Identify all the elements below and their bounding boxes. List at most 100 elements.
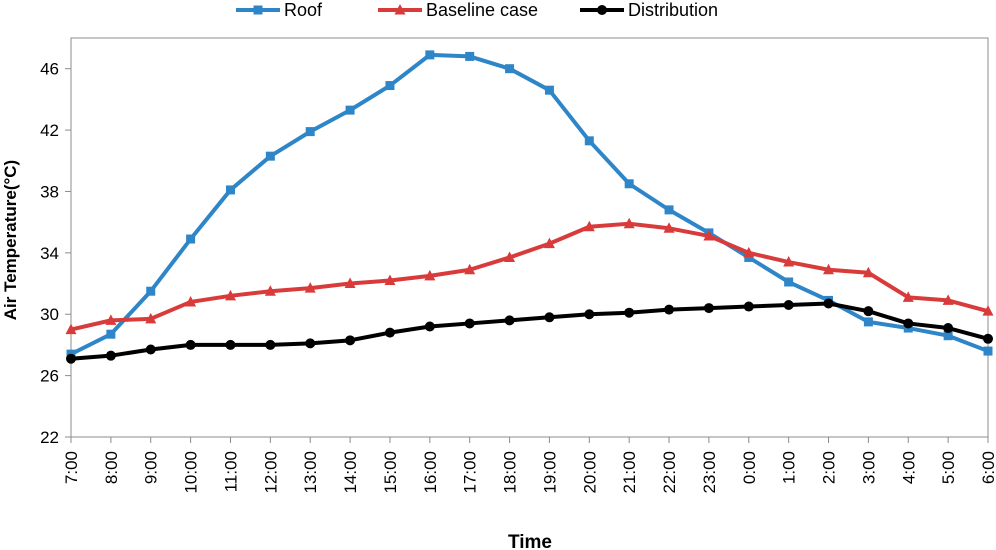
data-point (983, 333, 993, 344)
y-tick-label: 22 (40, 428, 59, 447)
y-axis-label: Air Temperature(°C) (1, 160, 20, 320)
x-tick-label: 9:00 (142, 451, 161, 484)
data-point (823, 298, 834, 309)
data-point (504, 251, 516, 262)
x-tick-label: 5:00 (939, 451, 958, 484)
data-point (862, 266, 874, 278)
data-point (65, 323, 77, 335)
x-tick-label: 12:00 (261, 451, 280, 494)
data-point (185, 339, 196, 350)
legend-label: Baseline case (426, 0, 538, 20)
data-point (703, 229, 715, 241)
x-axis: 7:00 8:00 9:00 10:00 11:00 12:00 13:00 14:00 15:… (62, 437, 996, 494)
y-axis: 22 26 30 34 38 42 46 (40, 60, 71, 447)
data-point (464, 263, 476, 275)
plot-border (70, 37, 989, 438)
x-tick-label: 19:00 (540, 451, 559, 494)
data-point (543, 237, 555, 249)
data-point (424, 269, 436, 281)
legend-item: Distribution (580, 0, 718, 20)
data-point (943, 331, 953, 341)
data-point (464, 318, 475, 329)
data-point (863, 317, 873, 327)
y-tick-label: 46 (40, 60, 59, 79)
series-line (70, 221, 989, 332)
data-point (584, 136, 594, 146)
plot-frame (70, 37, 989, 438)
legend-swatch-marker (394, 4, 406, 15)
y-tick-label: 38 (40, 182, 59, 201)
data-point (783, 256, 795, 267)
legend-item: Roof (236, 0, 323, 20)
x-tick-label: 18:00 (501, 451, 520, 494)
data-point (943, 323, 954, 334)
y-tick-label: 26 (40, 367, 59, 386)
y-tick-label: 42 (40, 121, 59, 140)
x-tick-label: 17:00 (461, 451, 480, 494)
data-point (784, 277, 794, 287)
data-point (505, 64, 515, 74)
x-tick-label: 6:00 (979, 451, 996, 484)
data-point (623, 217, 635, 229)
x-tick-label: 21:00 (620, 451, 639, 494)
data-point (903, 318, 914, 329)
data-point (982, 305, 994, 316)
data-point (744, 252, 754, 262)
data-point (663, 222, 675, 233)
x-tick-label: 10:00 (182, 451, 201, 494)
data-point (185, 295, 197, 307)
x-tick-label: 20:00 (580, 451, 599, 494)
legend-label: Distribution (628, 0, 718, 20)
data-point (863, 306, 874, 317)
x-tick-label: 16:00 (421, 451, 440, 494)
data-point (902, 291, 914, 302)
data-point (703, 303, 714, 314)
x-tick-label: 8:00 (102, 451, 121, 484)
data-point (224, 289, 236, 301)
y-tick-label: 34 (40, 244, 59, 263)
data-point (146, 286, 156, 296)
data-point (465, 51, 475, 61)
x-tick-label: 4:00 (899, 451, 918, 484)
data-point (265, 339, 276, 350)
data-point (544, 312, 555, 323)
data-point (664, 304, 675, 315)
legend-swatch-marker (253, 5, 263, 15)
data-point (384, 274, 396, 285)
data-point (664, 205, 674, 215)
data-point (66, 353, 76, 364)
x-tick-label: 11:00 (221, 451, 240, 492)
x-tick-label: 2:00 (820, 451, 839, 484)
legend-label: Roof (284, 0, 323, 20)
data-point (544, 85, 554, 95)
data-point (624, 179, 634, 189)
legend-swatch-marker (597, 5, 607, 15)
data-point (345, 335, 356, 346)
data-point (823, 263, 835, 275)
data-point (783, 300, 794, 311)
data-point (983, 346, 993, 356)
data-point (225, 185, 235, 195)
data-point (264, 285, 276, 296)
x-tick-label: 3:00 (859, 451, 878, 484)
data-point (743, 246, 755, 258)
y-tick-label: 30 (40, 305, 59, 324)
data-point (145, 344, 156, 355)
data-point (384, 327, 395, 338)
series-distribution (66, 298, 993, 364)
data-point (344, 277, 356, 289)
data-point (305, 127, 315, 137)
data-point (106, 329, 116, 339)
series-baseline-case (65, 217, 994, 335)
data-point (305, 338, 316, 349)
x-tick-label: 14:00 (341, 451, 360, 494)
x-tick-label: 23:00 (700, 451, 719, 494)
x-tick-label: 15:00 (381, 451, 400, 494)
data-point (584, 309, 595, 320)
x-tick-label: 1:00 (780, 451, 799, 484)
data-point (186, 234, 196, 244)
x-axis-label: Time (508, 532, 552, 550)
data-point (942, 294, 954, 305)
x-tick-label: 7:00 (62, 451, 81, 484)
